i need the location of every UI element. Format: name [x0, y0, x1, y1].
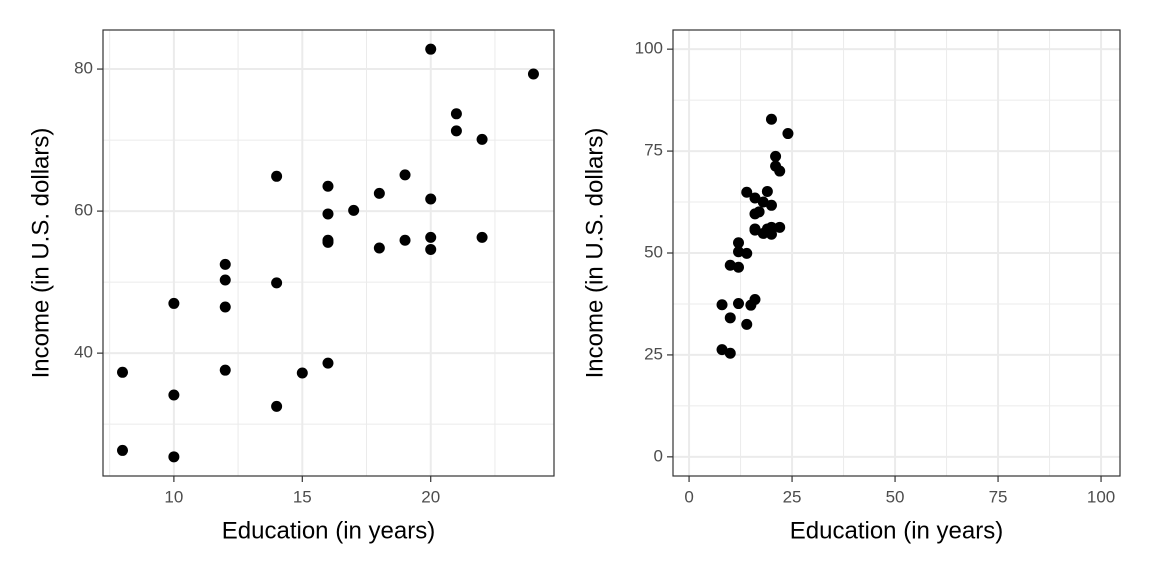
point: [168, 451, 180, 463]
point: [765, 228, 777, 240]
y-tick-label: 60: [74, 201, 93, 220]
point: [749, 293, 761, 305]
point: [425, 231, 437, 243]
point: [774, 165, 786, 177]
x-axis-title: Education (in years): [222, 517, 435, 544]
point: [765, 199, 777, 211]
point: [733, 237, 745, 249]
point: [761, 185, 773, 197]
x-tick-label: 50: [886, 487, 905, 506]
point: [733, 246, 745, 258]
point: [749, 192, 761, 204]
point: [322, 236, 334, 248]
y-tick-label: 75: [644, 141, 663, 160]
point: [749, 224, 761, 236]
point: [271, 277, 283, 289]
point: [753, 206, 765, 218]
point: [527, 68, 539, 80]
y-axis-title: Income (in U.S. dollars): [581, 128, 608, 379]
point: [770, 150, 782, 162]
point: [741, 318, 753, 330]
point: [724, 347, 736, 359]
point: [168, 389, 180, 401]
x-tick-label: 20: [421, 487, 440, 506]
point: [296, 367, 308, 379]
point: [425, 243, 437, 255]
point: [399, 169, 411, 181]
point: [724, 312, 736, 324]
x-tick-label: 10: [164, 487, 183, 506]
y-axis-title: Income (in U.S. dollars): [27, 128, 54, 379]
point: [219, 301, 231, 313]
panel-border: [672, 29, 1121, 477]
point: [774, 221, 786, 233]
y-tick-label: 25: [644, 344, 663, 363]
point: [373, 242, 385, 254]
point: [425, 193, 437, 205]
point: [219, 258, 231, 270]
point: [450, 125, 462, 137]
point: [733, 298, 745, 310]
point: [271, 170, 283, 182]
point: [476, 133, 488, 145]
point: [322, 208, 334, 220]
point: [271, 400, 283, 412]
panel-border: [102, 29, 555, 477]
x-axis-title: Education (in years): [790, 517, 1003, 544]
point: [782, 128, 794, 140]
point: [168, 297, 180, 309]
x-tick-label: 75: [989, 487, 1008, 506]
point: [716, 299, 728, 311]
point: [724, 259, 736, 271]
point: [450, 108, 462, 120]
x-tick-label: 15: [293, 487, 312, 506]
point: [733, 261, 745, 273]
y-tick-label: 100: [635, 39, 663, 58]
y-tick-label: 50: [644, 242, 663, 261]
x-tick-label: 25: [783, 487, 802, 506]
point: [219, 364, 231, 376]
x-tick-label: 100: [1087, 487, 1115, 506]
point: [322, 357, 334, 369]
point: [741, 186, 753, 198]
point: [425, 43, 437, 55]
y-tick-label: 40: [74, 343, 93, 362]
point: [476, 231, 488, 243]
point: [741, 247, 753, 259]
point: [219, 274, 231, 286]
y-tick-label: 0: [654, 446, 663, 465]
point: [373, 187, 385, 199]
point: [322, 180, 334, 192]
point: [117, 366, 129, 378]
point: [757, 196, 769, 208]
point: [117, 444, 129, 456]
point: [399, 234, 411, 246]
x-tick-label: 0: [684, 487, 693, 506]
y-tick-label: 80: [74, 59, 93, 78]
point: [348, 204, 360, 216]
point: [765, 113, 777, 125]
point: [716, 344, 728, 356]
